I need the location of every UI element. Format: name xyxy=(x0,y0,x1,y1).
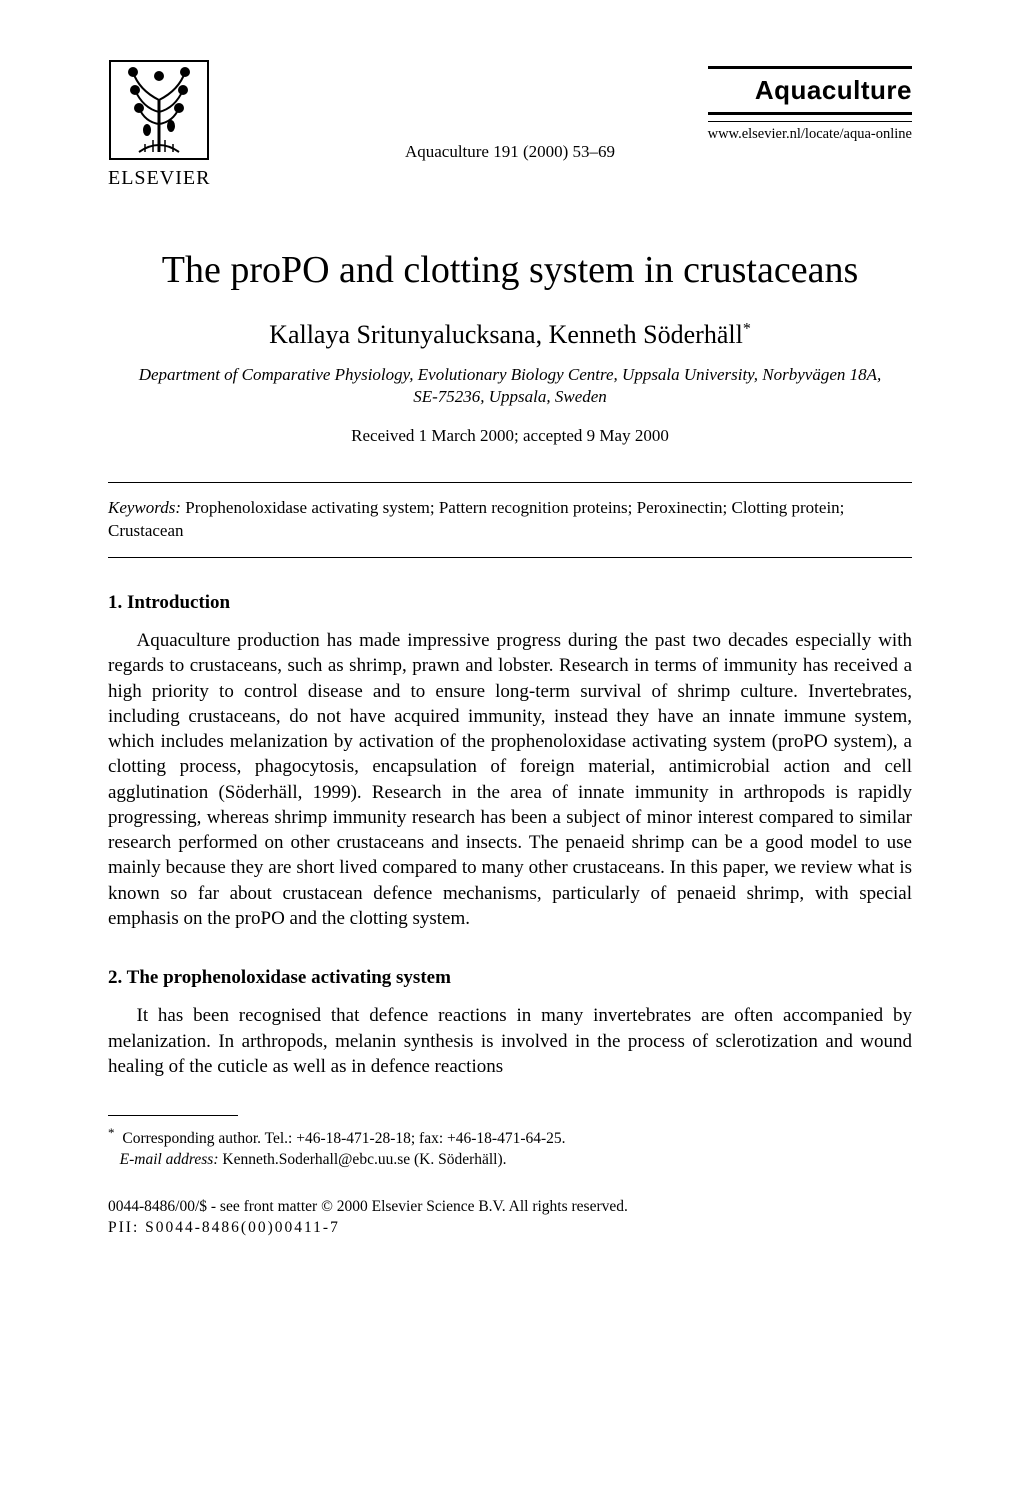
affiliation-line-1: Department of Comparative Physiology, Ev… xyxy=(139,365,882,384)
section-2-para-1: It has been recognised that defence reac… xyxy=(108,1003,912,1079)
rule-top xyxy=(708,66,912,69)
footnote-rule xyxy=(108,1115,238,1116)
keywords-label: Keywords: xyxy=(108,498,181,517)
journal-url: www.elsevier.nl/locate/aqua-online xyxy=(708,126,912,143)
journal-reference: Aquaculture 191 (2000) 53–69 xyxy=(405,142,615,162)
section-heading-2: 2. The prophenoloxidase activating syste… xyxy=(108,967,912,989)
copyright-block: 0044-8486/00/$ - see front matter © 2000… xyxy=(108,1197,912,1239)
publisher-name: ELSEVIER xyxy=(108,167,210,190)
received-dates: Received 1 March 2000; accepted 9 May 20… xyxy=(108,426,912,446)
footnote-mark: * xyxy=(108,1125,115,1140)
journal-name: Aquaculture xyxy=(708,75,912,106)
keywords-text: Prophenoloxidase activating system; Patt… xyxy=(108,498,844,540)
corresponding-author-footnote: * Corresponding author. Tel.: +46-18-471… xyxy=(108,1124,912,1171)
elsevier-tree-icon xyxy=(109,60,209,160)
rule-thin xyxy=(708,121,912,122)
pii-line: PII: S0044-8486(00)00411-7 xyxy=(108,1218,912,1239)
footnote-email-label: E-mail address: xyxy=(120,1151,219,1168)
journal-title-block: Aquaculture www.elsevier.nl/locate/aqua-… xyxy=(708,60,912,143)
author-names: Kallaya Sritunyalucksana, Kenneth Söderh… xyxy=(269,320,743,349)
publisher-logo-block: ELSEVIER xyxy=(108,60,210,190)
footnote-corresponding: Corresponding author. Tel.: +46-18-471-2… xyxy=(119,1130,566,1147)
affiliation-line-2: SE-75236, Uppsala, Sweden xyxy=(413,387,607,406)
section-1-para-1: Aquaculture production has made impressi… xyxy=(108,628,912,931)
affiliation-mark: * xyxy=(743,320,751,337)
footnote-email: Kenneth.Soderhall@ebc.uu.se (K. Söderhäl… xyxy=(219,1151,507,1168)
copyright-line: 0044-8486/00/$ - see front matter © 2000… xyxy=(108,1197,912,1218)
page-header: ELSEVIER Aquaculture 191 (2000) 53–69 Aq… xyxy=(108,60,912,190)
authors: Kallaya Sritunyalucksana, Kenneth Söderh… xyxy=(108,320,912,350)
affiliation: Department of Comparative Physiology, Ev… xyxy=(108,364,912,408)
rule-mid xyxy=(708,112,912,115)
section-heading-1: 1. Introduction xyxy=(108,592,912,614)
keywords: Keywords: Prophenoloxidase activating sy… xyxy=(108,497,912,543)
keywords-rule-top xyxy=(108,482,912,483)
keywords-rule-bottom xyxy=(108,557,912,558)
article-title: The proPO and clotting system in crustac… xyxy=(108,248,912,292)
